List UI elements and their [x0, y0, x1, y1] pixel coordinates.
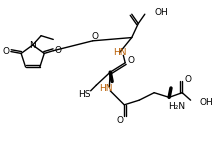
Text: O: O [184, 75, 191, 84]
Text: N: N [29, 41, 36, 50]
Text: O: O [116, 116, 123, 125]
Text: HS: HS [78, 90, 90, 99]
Text: H₂N: H₂N [168, 102, 185, 111]
Text: OH: OH [154, 8, 168, 17]
Text: O: O [127, 56, 134, 65]
Text: O: O [91, 32, 98, 41]
Text: HN: HN [113, 48, 126, 57]
Text: HN: HN [99, 85, 112, 93]
Text: O: O [3, 47, 10, 56]
Text: O: O [55, 46, 62, 55]
Text: OH: OH [200, 98, 213, 107]
